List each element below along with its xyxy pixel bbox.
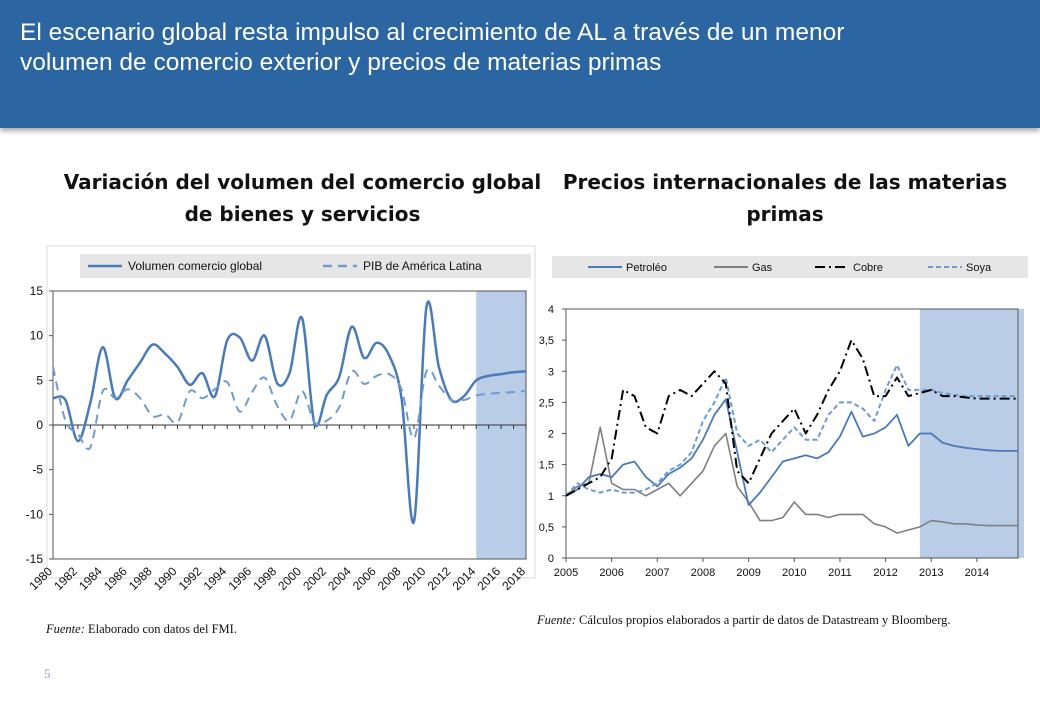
right-chart-title-line1: Precios internacionales de las materias <box>562 170 1008 194</box>
y-tick-label: 1 <box>548 491 554 503</box>
left-chart-source: Fuente: Elaborado con datos del FMI. <box>46 622 237 637</box>
header-banner: El escenario global resta impulso al cre… <box>0 0 1040 128</box>
legend-label: PIB de América Latina <box>363 259 482 273</box>
series-line-trade-volume <box>52 300 527 525</box>
forecast-shade <box>919 309 1024 558</box>
series-line-soya <box>565 364 1018 497</box>
left-chart-title: Variación del volumen del comercio globa… <box>50 166 555 230</box>
right-chart-title: Precios internacionales de las materias … <box>545 166 1025 230</box>
y-tick-label: 0,5 <box>539 522 554 534</box>
series-line-petroleo <box>565 398 1018 506</box>
y-tick-label: 15 <box>30 284 44 298</box>
legend-label: Petroléo <box>626 262 667 274</box>
legend-label: Cobre <box>853 262 883 274</box>
x-tick-label: 2009 <box>736 567 760 579</box>
right-source-label: Fuente: <box>537 613 576 627</box>
x-tick-label: 2014 <box>965 567 989 579</box>
slide-title-line2: volumen de comercio exterior y precios d… <box>20 49 662 76</box>
y-tick-label: -5 <box>32 463 43 477</box>
chart-frame <box>46 245 536 579</box>
left-source-text: Elaborado con datos del FMI. <box>88 622 237 636</box>
series-line-cobre <box>565 339 1018 497</box>
y-tick-label: 0 <box>548 553 554 565</box>
y-tick-label: -10 <box>26 507 44 521</box>
x-tick-label: 2010 <box>782 567 806 579</box>
right-chart-source: Fuente: Cálculos propios elaborados a pa… <box>537 613 951 628</box>
x-tick-label: 2006 <box>599 567 623 579</box>
y-tick-label: 2,5 <box>539 397 554 409</box>
legend-label: Volumen comercio global <box>128 259 262 273</box>
y-tick-label: 0 <box>36 418 43 432</box>
series-line-gas <box>565 426 1018 534</box>
legend-label: Gas <box>752 262 773 274</box>
y-tick-label: 1,5 <box>539 460 554 472</box>
x-tick-label: 2011 <box>828 567 852 579</box>
y-tick-label: -15 <box>26 552 44 566</box>
y-tick-label: 3 <box>548 366 554 378</box>
x-tick-label: 2007 <box>645 567 669 579</box>
legend-label: Soya <box>966 262 992 274</box>
right-source-text: Cálculos propios elaborados a partir de … <box>579 613 951 627</box>
left-chart-title-line1: Variación del volumen del comercio globa… <box>63 170 542 194</box>
left-source-label: Fuente: <box>46 622 85 636</box>
y-tick-label: 4 <box>548 304 554 316</box>
slide-title: El escenario global resta impulso al cre… <box>20 18 1020 78</box>
x-tick-label: 2012 <box>873 567 897 579</box>
slide-title-line1: El escenario global resta impulso al cre… <box>20 19 845 46</box>
right-chart-title-line2: primas <box>746 202 824 226</box>
x-tick-label: 2013 <box>919 567 943 579</box>
legend-box <box>80 254 531 278</box>
page-number: 5 <box>44 666 51 681</box>
x-tick-label: 2008 <box>691 567 715 579</box>
y-tick-label: 10 <box>30 329 44 343</box>
y-tick-label: 2 <box>548 429 554 441</box>
x-tick-label: 2005 <box>554 567 578 579</box>
y-tick-label: 5 <box>36 373 43 387</box>
y-tick-label: 3,5 <box>539 335 554 347</box>
left-chart-title-line2: de bienes y servicios <box>184 202 421 226</box>
legend-box <box>552 256 1028 278</box>
